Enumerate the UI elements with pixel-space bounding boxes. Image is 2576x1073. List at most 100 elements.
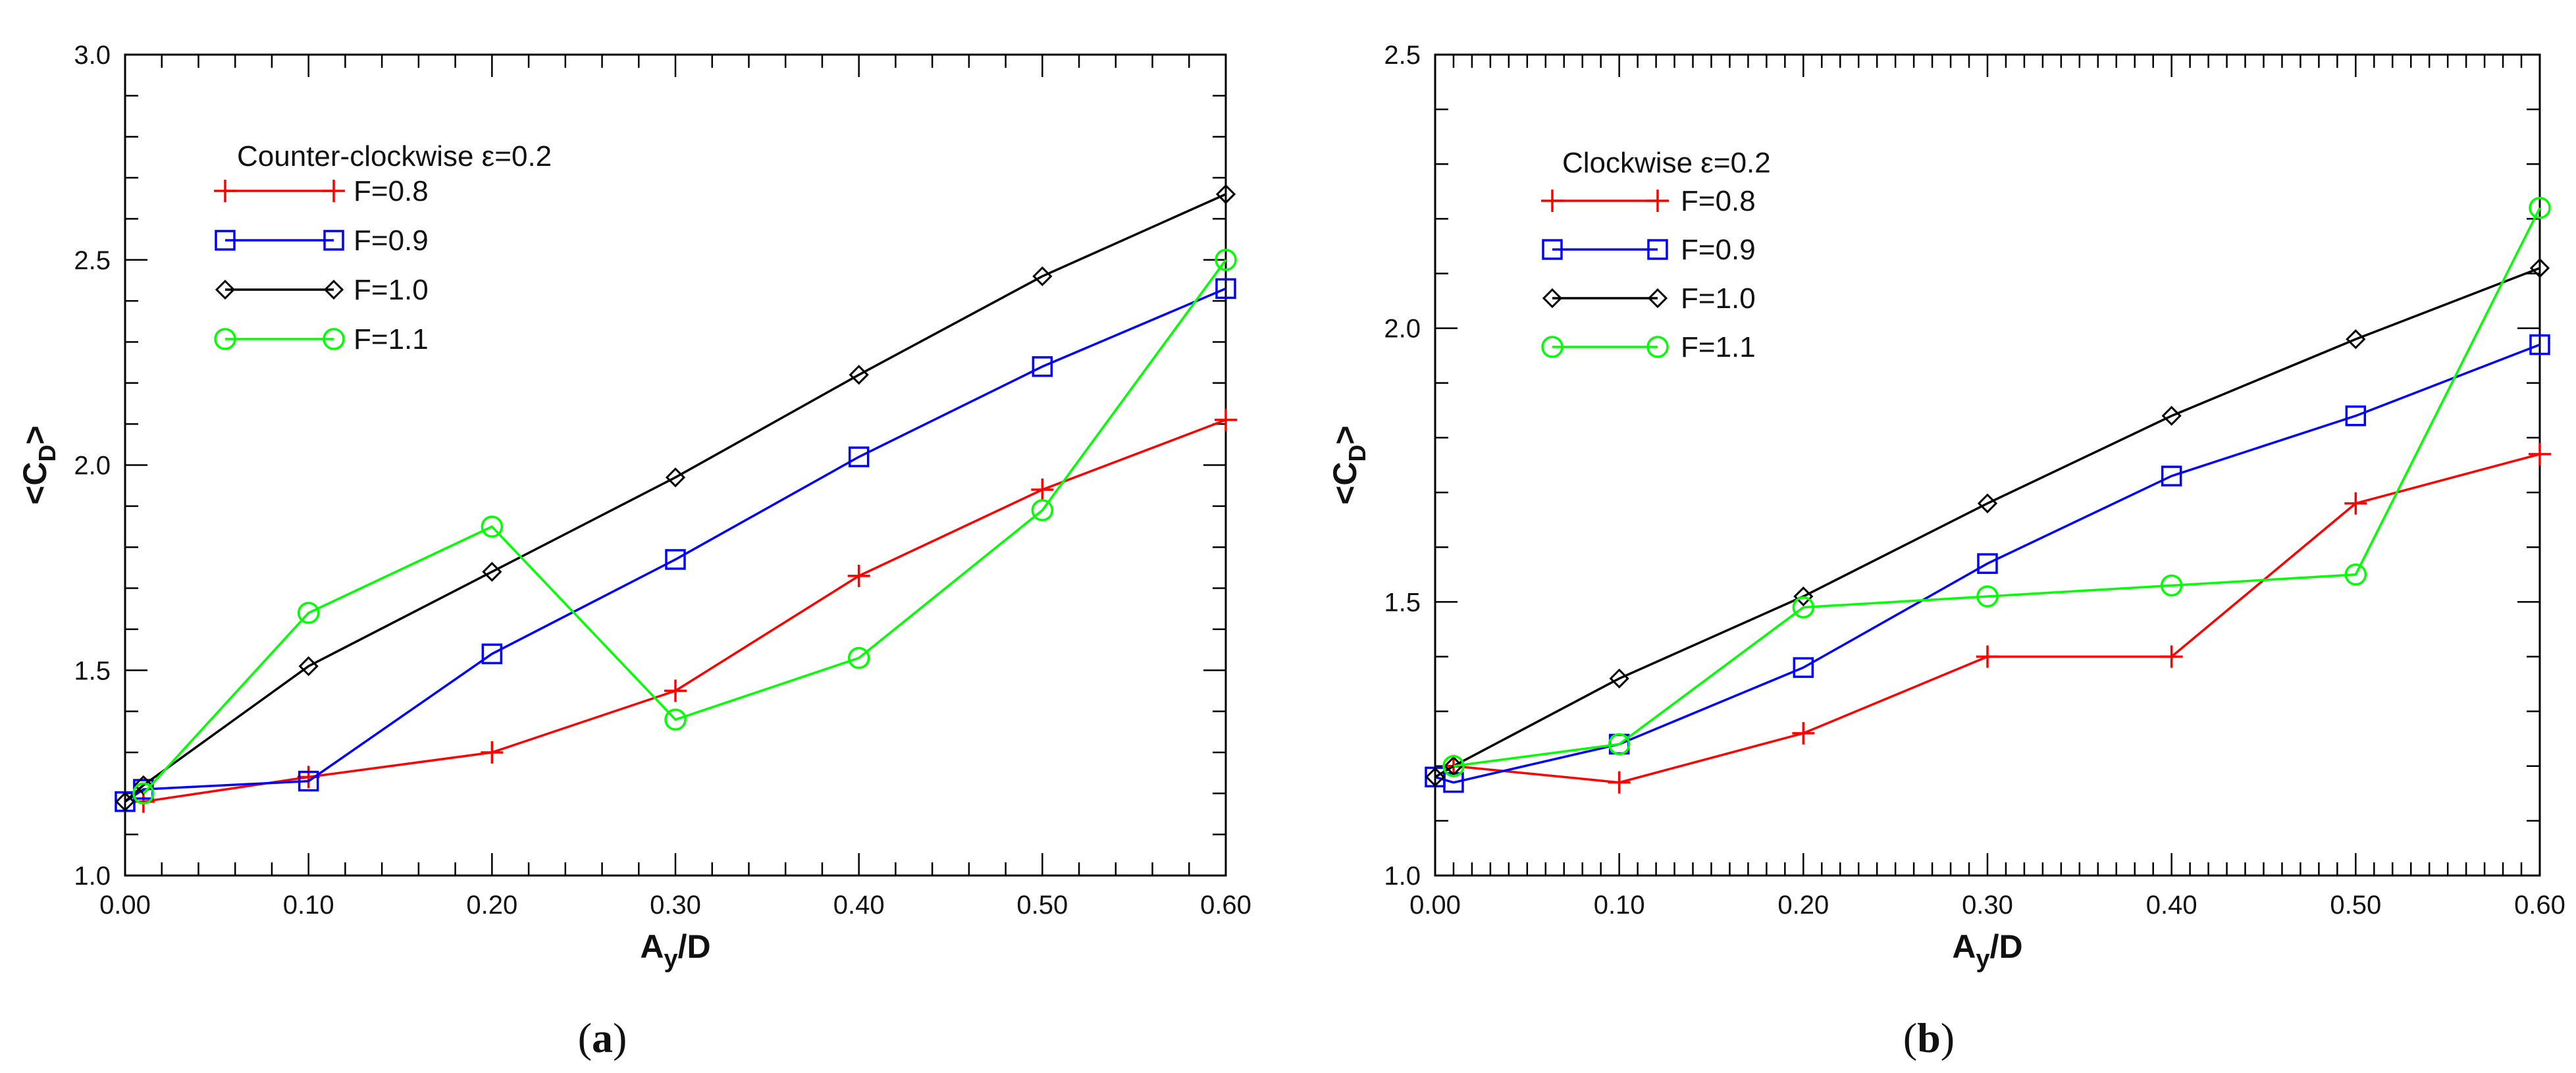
data-point xyxy=(1032,266,1053,286)
x-tick-label: 0.00 xyxy=(1409,891,1461,920)
y-tick-label: 2.0 xyxy=(1384,315,1421,344)
data-point xyxy=(1609,668,1629,689)
y-axis-label: <CD> xyxy=(1327,425,1371,505)
legend-marker xyxy=(1646,336,1669,358)
data-point xyxy=(1608,733,1631,756)
y-tick-label: 1.0 xyxy=(1384,862,1421,891)
data-point xyxy=(1793,586,1814,607)
data-point xyxy=(133,775,153,795)
series-F=0.9 xyxy=(1425,334,2550,793)
data-point xyxy=(2344,563,2367,586)
legend-entry-label: F=0.8 xyxy=(1681,185,1756,217)
legend-entry-label: F=0.9 xyxy=(1681,234,1756,266)
data-point xyxy=(664,679,687,702)
data-point xyxy=(2344,492,2367,515)
series-F=0.9 xyxy=(115,278,1236,812)
data-point xyxy=(664,708,687,731)
legend-marker xyxy=(323,279,344,300)
data-point xyxy=(1425,767,1446,787)
data-point xyxy=(1792,596,1815,619)
x-tick-label: 0.10 xyxy=(283,891,334,920)
legend-marker xyxy=(323,230,344,251)
x-tick-label: 0.60 xyxy=(2514,891,2565,920)
legend-entry-label: F=1.1 xyxy=(354,323,429,355)
data-point xyxy=(2161,406,2182,426)
x-tick-label: 0.00 xyxy=(99,891,151,920)
y-tick-label: 1.5 xyxy=(74,656,111,685)
series-line xyxy=(1453,207,2541,768)
y-tick-label: 2.5 xyxy=(1384,41,1421,70)
series-line xyxy=(1434,267,2540,778)
data-point xyxy=(2529,334,2550,355)
legend-marker xyxy=(1542,288,1563,309)
legend-marker xyxy=(1541,336,1564,358)
data-point xyxy=(1977,553,1998,574)
data-point xyxy=(2529,258,2550,278)
series-line xyxy=(142,259,1227,795)
data-point xyxy=(2529,197,2551,219)
x-tick-label: 0.30 xyxy=(1962,891,2013,920)
y-tick-label: 1.0 xyxy=(74,862,111,891)
data-point xyxy=(849,365,869,385)
legend-title: Clockwise ε=0.2 xyxy=(1562,147,1771,179)
legend-entry-label: F=1.0 xyxy=(1681,282,1756,315)
data-point xyxy=(1215,278,1236,300)
chart-panel-b: 0.00 0.10 0.20 0.30 0.40 0.50 0.60 1.0 1.5 2.0 2.5… xyxy=(1327,41,2565,1061)
legend-entry-label: F=0.8 xyxy=(354,175,429,207)
x-tick-label: 0.30 xyxy=(650,891,701,920)
series-F=1.0 xyxy=(1425,258,2550,787)
series-line xyxy=(124,287,1226,803)
legend-marker xyxy=(1541,190,1564,212)
x-tick-label: 0.60 xyxy=(1200,891,1251,920)
x-axis-label: Ay/D xyxy=(640,928,710,973)
data-point xyxy=(482,562,502,582)
series-F=1.0 xyxy=(115,184,1236,812)
data-point xyxy=(297,602,320,624)
series-F=0.8 xyxy=(132,408,1237,813)
x-axis-label: Ay/D xyxy=(1952,928,2022,973)
legend-marker xyxy=(215,230,236,251)
legend-marker xyxy=(215,279,236,300)
y-tick-label: 1.5 xyxy=(1384,588,1421,617)
y-tick-label: 2.5 xyxy=(74,246,111,275)
data-point xyxy=(2160,574,2183,597)
series-line xyxy=(124,193,1226,803)
axis-ticks xyxy=(124,53,1227,877)
data-point xyxy=(481,741,504,764)
data-point xyxy=(298,656,319,677)
data-point xyxy=(1215,249,1237,271)
data-point xyxy=(1215,408,1237,431)
data-point xyxy=(115,791,136,812)
data-point xyxy=(1442,754,1465,777)
legend-entry-label: F=0.9 xyxy=(354,224,429,257)
legend-marker xyxy=(323,328,345,350)
y-tick-label: 3.0 xyxy=(74,41,111,70)
series-F=0.8 xyxy=(1442,442,2551,794)
data-point xyxy=(298,770,319,792)
legend-marker xyxy=(214,328,236,350)
data-point xyxy=(2345,405,2367,427)
x-tick-label: 0.10 xyxy=(1594,891,1645,920)
data-point xyxy=(481,515,504,538)
data-point xyxy=(665,467,686,488)
data-point xyxy=(1032,356,1053,377)
data-point xyxy=(132,782,155,805)
legend-title: Counter-clockwise ε=0.2 xyxy=(237,140,552,172)
data-point xyxy=(1031,478,1054,501)
data-point xyxy=(481,643,503,665)
y-tick-label: 2.0 xyxy=(74,452,111,481)
legend-entry-label: F=1.1 xyxy=(1681,331,1756,363)
legend-marker xyxy=(1647,288,1668,309)
legend: Clockwise ε=0.2 F=0.8 F=0.9 F=1.0 F=1.1 xyxy=(1541,147,1771,363)
data-point xyxy=(848,446,870,467)
series-F=1.1 xyxy=(132,249,1237,805)
series-F=1.1 xyxy=(1442,197,2551,777)
data-point xyxy=(847,646,870,669)
chart-panel-a: 0.00 0.10 0.20 0.30 0.40 0.50 0.60 1.0 1.5 2.0 2.5… xyxy=(16,41,1251,1061)
legend-marker xyxy=(1542,239,1563,260)
legend: Counter-clockwise ε=0.2F=0.8 F=0.9 F=1.0 F=… xyxy=(214,140,552,355)
data-point xyxy=(665,549,686,570)
series-line xyxy=(1434,343,2540,784)
data-point xyxy=(1977,493,1998,513)
data-point xyxy=(2529,442,2551,465)
